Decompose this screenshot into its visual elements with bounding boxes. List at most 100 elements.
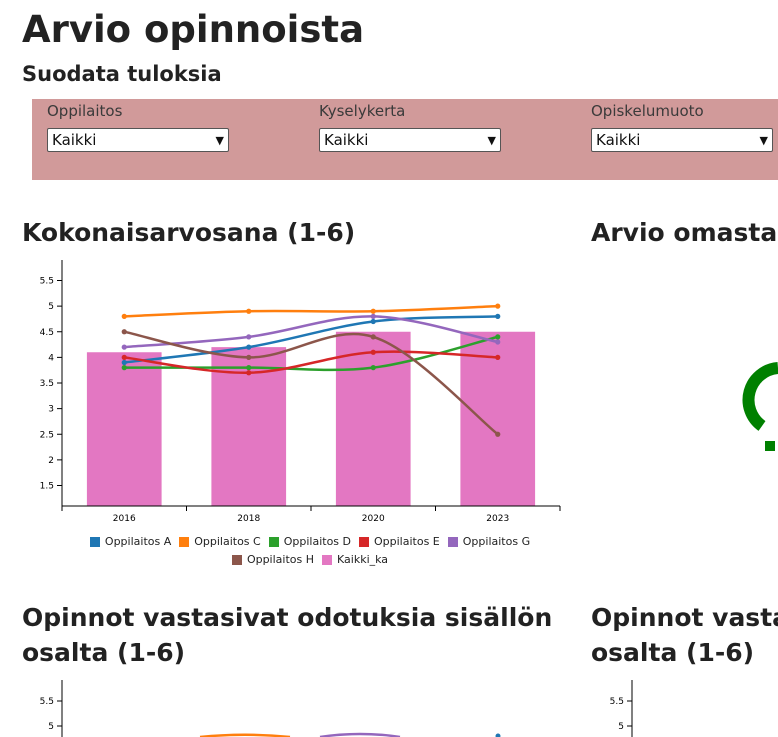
- legend-row: Oppilaitos A Oppilaitos C Oppilaitos D O…: [60, 533, 560, 551]
- oppilaitos-select-value: Kaikki: [52, 131, 97, 149]
- series-point: [121, 359, 127, 366]
- filter-panel: Oppilaitos Kaikki ▼ Kyselykerta Kaikki ▼…: [32, 99, 778, 180]
- series-line-oppilaitos-g: [124, 315, 499, 349]
- legend-label: Oppilaitos D: [283, 535, 351, 548]
- filter-opiskelumuoto: Opiskelumuoto Kaikki ▼: [591, 102, 773, 152]
- series-point: [370, 318, 376, 325]
- filter-label-opiskelumuoto: Opiskelumuoto: [591, 102, 704, 120]
- series-point: [246, 354, 252, 360]
- y-tick-label: 3: [48, 405, 54, 415]
- x-tick-label: 2020: [362, 514, 385, 524]
- legend-row: Oppilaitos H Kaikki_ka: [60, 551, 560, 569]
- chart-title-line: osalta (1-6): [22, 638, 186, 667]
- series-point: [370, 349, 376, 355]
- y-tick-label: 2.5: [40, 430, 54, 440]
- kokonaisarvosana-chart: 1.5 2 2.5 3 3.5 4 4.5 5 5.5 2016 2018 2020 2023: [40, 260, 561, 524]
- series-line-oppilaitos-e: [124, 350, 498, 375]
- legend-label: Oppilaitos G: [462, 535, 531, 548]
- legend-label: Oppilaitos H: [246, 553, 315, 566]
- series-point: [495, 354, 501, 360]
- y-tick-label: 5.5: [40, 697, 54, 707]
- legend-item-oppilaitos-e[interactable]: Oppilaitos E: [359, 533, 440, 551]
- kyselykerta-select[interactable]: Kaikki ▼: [319, 128, 501, 152]
- kyselykerta-select-value: Kaikki: [324, 131, 369, 149]
- legend-label: Oppilaitos E: [374, 535, 440, 548]
- page-title: Arvio opinnoista: [22, 8, 365, 51]
- chart-title-odotuksia-2: Opinnot vastas osalta (1-6): [591, 600, 778, 670]
- filter-section-title: Suodata tuloksia: [22, 62, 222, 86]
- chart-title-odotuksia: Opinnot vastasivat odotuksia sisällön os…: [22, 600, 552, 670]
- chevron-down-icon: ▼: [487, 133, 496, 147]
- legend-item-oppilaitos-c[interactable]: Oppilaitos C: [179, 533, 261, 551]
- legend-label: Oppilaitos A: [104, 535, 172, 548]
- chart-title-arvio-omasta: Arvio omasta a: [591, 218, 778, 247]
- series-point: [121, 329, 127, 335]
- bar-2023: [460, 331, 536, 506]
- series-point: [246, 334, 252, 340]
- y-tick-label: 5: [48, 302, 54, 312]
- filter-label-oppilaitos: Oppilaitos: [47, 102, 123, 120]
- bar-2020: [335, 331, 411, 506]
- legend-item-oppilaitos-g[interactable]: Oppilaitos G: [447, 533, 531, 551]
- series-line-oppilaitos-d: [124, 335, 499, 372]
- y-tick-label: 3.5: [40, 379, 54, 389]
- chart-title-kokonaisarvosana: Kokonaisarvosana (1-6): [22, 218, 356, 247]
- y-tick-label: 5.5: [610, 697, 624, 707]
- series-point: [495, 334, 501, 340]
- series-point: [495, 303, 501, 309]
- series-point-a: [495, 733, 501, 737]
- series-line-oppilaitos-a: [124, 315, 498, 364]
- chart-title-line: osalta (1-6): [591, 638, 755, 667]
- arvio-omasta-gauge: [742, 362, 778, 451]
- bar-2016: [86, 352, 162, 506]
- y-tick-label: 1.5: [40, 482, 54, 492]
- x-tick-label: 2016: [113, 514, 136, 524]
- opiskelumuoto-select-value: Kaikki: [596, 131, 641, 149]
- y-tick-label: 5: [618, 722, 624, 732]
- chevron-down-icon: ▼: [215, 133, 224, 147]
- y-tick-label: 4: [48, 353, 54, 363]
- series-point: [370, 308, 376, 314]
- series-point: [246, 370, 252, 376]
- series-line-g: [319, 732, 401, 737]
- legend-item-oppilaitos-h[interactable]: Oppilaitos H: [231, 551, 315, 569]
- filter-oppilaitos: Oppilaitos Kaikki ▼: [47, 102, 229, 152]
- chart-title-line: Opinnot vastas: [591, 603, 778, 632]
- oppilaitos-select[interactable]: Kaikki ▼: [47, 128, 229, 152]
- filter-kyselykerta: Kyselykerta Kaikki ▼: [319, 102, 501, 152]
- y-tick-label: 4.5: [40, 328, 54, 338]
- y-tick-label: 5.5: [40, 277, 54, 287]
- series-point: [246, 344, 252, 350]
- series-line-c: [199, 733, 291, 737]
- y-tick-label: 5: [48, 722, 54, 732]
- series-point: [370, 334, 376, 340]
- legend-item-oppilaitos-a[interactable]: Oppilaitos A: [89, 533, 172, 551]
- series-point: [246, 308, 252, 314]
- series-point: [121, 344, 127, 350]
- legend-label: Kaikki_ka: [337, 553, 389, 566]
- series-point: [246, 365, 252, 371]
- series-point: [121, 354, 127, 360]
- x-tick-label: 2018: [237, 514, 260, 524]
- series-line-oppilaitos-c: [124, 304, 498, 318]
- legend-label: Oppilaitos C: [194, 535, 261, 548]
- y-tick-label: 2: [48, 456, 54, 466]
- legend-item-kaikki-ka[interactable]: Kaikki_ka: [322, 551, 388, 569]
- series-point: [121, 365, 127, 371]
- opiskelumuoto-select[interactable]: Kaikki ▼: [591, 128, 773, 152]
- series-point: [370, 365, 376, 371]
- series-point: [495, 431, 501, 437]
- chart-title-line: Opinnot vastasivat odotuksia sisällön: [22, 603, 553, 632]
- legend-item-oppilaitos-d[interactable]: Oppilaitos D: [268, 533, 351, 551]
- odotuksia-chart: 5.5 5: [40, 680, 501, 737]
- series-point: [121, 313, 127, 319]
- gauge-arc: [742, 362, 778, 431]
- series-point: [370, 313, 376, 319]
- x-tick-label: 2023: [486, 514, 509, 524]
- filter-label-kyselykerta: Kyselykerta: [319, 102, 406, 120]
- chevron-down-icon: ▼: [759, 133, 768, 147]
- series-line-oppilaitos-h: [123, 330, 499, 436]
- series-point: [495, 313, 501, 319]
- chart-legend: Oppilaitos A Oppilaitos C Oppilaitos D O…: [60, 533, 560, 569]
- odotuksia-chart-2: 5.5 5: [610, 680, 633, 737]
